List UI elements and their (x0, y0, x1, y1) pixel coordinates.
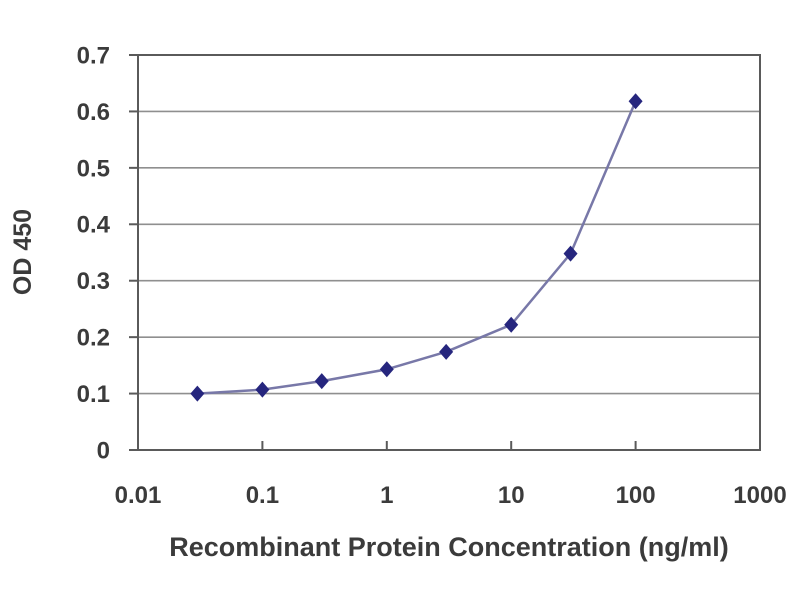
y-tick-label: 0.3 (77, 268, 110, 295)
y-tick-label: 0.7 (77, 42, 110, 69)
data-series (190, 93, 643, 402)
y-axis-title: OD 450 (9, 209, 37, 295)
x-tick-label: 0.01 (115, 482, 162, 509)
y-tick-label: 0 (97, 437, 110, 464)
x-tick-label: 0.1 (246, 482, 279, 509)
series-line (197, 100, 637, 395)
y-axis-ticks (129, 54, 138, 451)
y-tick-label: 0.6 (77, 99, 110, 126)
data-point-marker (314, 373, 329, 390)
data-point-marker (439, 343, 454, 360)
gridlines (138, 54, 760, 451)
y-tick-label: 0.1 (77, 381, 110, 408)
data-point-marker (504, 316, 519, 333)
y-tick-label: 0.4 (77, 212, 111, 239)
data-point-marker (379, 361, 394, 378)
plot-border (137, 54, 761, 451)
x-tick-label: 100 (616, 482, 656, 509)
x-tick-label: 10 (498, 482, 525, 509)
data-point-marker (190, 385, 205, 402)
x-axis-tick-labels: 0.01 0.1 1 10 100 1000 (115, 482, 787, 509)
y-tick-label: 0.2 (77, 325, 110, 352)
data-point-marker (255, 381, 270, 398)
data-point-marker (563, 245, 578, 262)
x-tick-label: 1 (380, 482, 393, 509)
data-point-marker (628, 93, 643, 110)
x-tick-label: 1000 (733, 482, 786, 509)
plot-frame (137, 54, 761, 451)
x-axis-title: Recombinant Protein Concentration (ng/ml… (169, 532, 729, 562)
x-axis-ticks (137, 441, 761, 450)
y-tick-label: 0.5 (77, 155, 110, 182)
y-axis-tick-labels: 0 0.1 0.2 0.3 0.4 0.5 0.6 0.7 (77, 42, 111, 464)
